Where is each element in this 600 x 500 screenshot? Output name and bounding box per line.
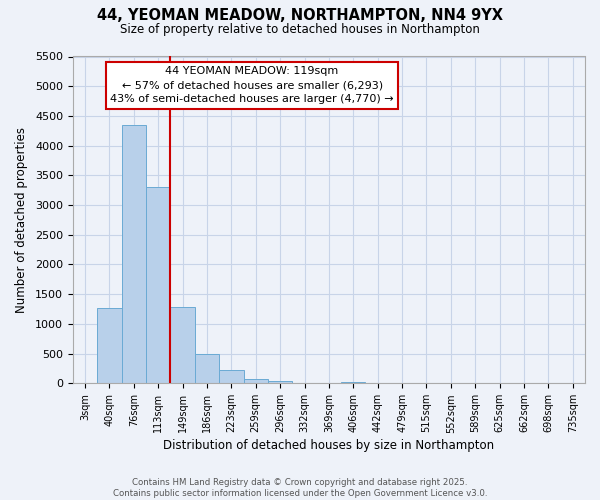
Bar	[536, 382, 560, 384]
Text: 44 YEOMAN MEADOW: 119sqm
← 57% of detached houses are smaller (6,293)
43% of sem: 44 YEOMAN MEADOW: 119sqm ← 57% of detach…	[110, 66, 394, 104]
X-axis label: Distribution of detached houses by size in Northampton: Distribution of detached houses by size …	[163, 440, 494, 452]
Bar	[97, 308, 122, 384]
Text: Size of property relative to detached houses in Northampton: Size of property relative to detached ho…	[120, 22, 480, 36]
Text: 44, YEOMAN MEADOW, NORTHAMPTON, NN4 9YX: 44, YEOMAN MEADOW, NORTHAMPTON, NN4 9YX	[97, 8, 503, 22]
Bar	[341, 382, 365, 384]
Bar	[268, 382, 292, 384]
Bar	[244, 378, 268, 384]
Bar	[122, 125, 146, 384]
Bar	[170, 308, 195, 384]
Bar	[146, 187, 170, 384]
Bar	[219, 370, 244, 384]
Bar	[195, 354, 219, 384]
Text: Contains HM Land Registry data © Crown copyright and database right 2025.
Contai: Contains HM Land Registry data © Crown c…	[113, 478, 487, 498]
Y-axis label: Number of detached properties: Number of detached properties	[15, 127, 28, 313]
